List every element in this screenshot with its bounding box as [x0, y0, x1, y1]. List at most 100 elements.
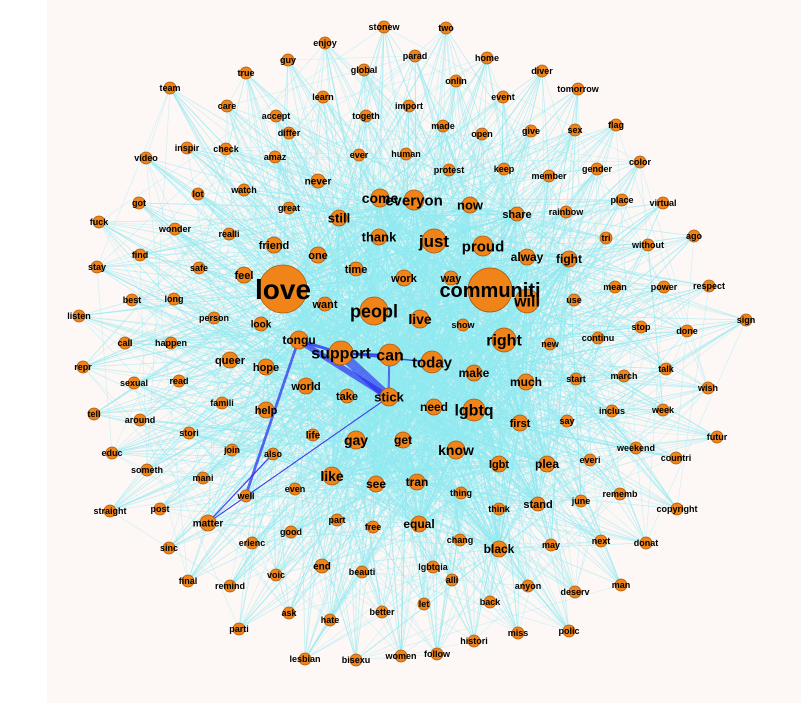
node-next: next — [592, 534, 610, 548]
edge — [358, 154, 375, 312]
edge — [389, 285, 710, 356]
edge — [375, 133, 483, 485]
node-circle — [559, 205, 573, 219]
node-label: love — [255, 274, 311, 305]
node-sinc: sinc — [160, 541, 178, 555]
node-learn: learn — [312, 90, 334, 104]
edge — [275, 115, 464, 326]
edge — [109, 475, 333, 512]
edge — [324, 42, 377, 485]
edge — [432, 27, 447, 568]
node-label: also — [264, 449, 283, 459]
node-circle — [590, 162, 604, 176]
edge — [402, 439, 570, 632]
node-label: true — [237, 68, 254, 78]
node-circle — [232, 622, 246, 636]
node-label: feel — [235, 270, 254, 282]
edge — [388, 57, 488, 398]
node-label: lgbtq — [454, 403, 493, 420]
edge — [615, 124, 637, 449]
edge — [282, 59, 289, 290]
node-circle — [609, 118, 623, 132]
node-circle — [105, 446, 119, 460]
node-also: also — [264, 447, 283, 461]
node-histori: histori — [460, 634, 488, 648]
node-circle — [182, 426, 196, 440]
edge — [405, 105, 410, 155]
edge — [198, 72, 247, 269]
node-circle — [199, 514, 217, 532]
node-label: import — [395, 101, 423, 111]
edge — [416, 481, 552, 546]
node-label: video — [134, 153, 158, 163]
edge — [170, 342, 420, 525]
edge — [317, 180, 377, 485]
edge — [596, 168, 621, 495]
strong-edge — [298, 339, 390, 398]
node-stonew: stonew — [368, 20, 400, 34]
edge — [187, 439, 404, 582]
node-circle — [568, 123, 582, 137]
edge — [503, 339, 613, 412]
edge — [537, 503, 622, 586]
node-label: just — [418, 232, 450, 251]
node-march: march — [610, 369, 638, 383]
node-circle — [687, 229, 701, 243]
node-label: stick — [374, 390, 404, 405]
edge — [145, 157, 375, 312]
edge — [96, 207, 290, 268]
edge — [526, 300, 625, 377]
nodes-layer: life also well famili stori join mani even good p… — [67, 20, 755, 667]
node-parti: parti — [229, 622, 249, 636]
node-circle — [591, 331, 605, 345]
node-label: event — [491, 92, 515, 102]
edge — [526, 300, 678, 510]
edge — [304, 548, 500, 660]
node-stori: stori — [179, 426, 199, 440]
edge — [331, 130, 532, 477]
edge — [197, 55, 416, 195]
edge — [573, 299, 602, 542]
node-label: safe — [190, 263, 208, 273]
node-label: talk — [658, 364, 675, 374]
edge — [98, 221, 363, 573]
node-circle — [461, 196, 479, 214]
node-circle — [615, 193, 629, 207]
edge — [207, 522, 331, 621]
node-circle — [192, 261, 206, 275]
node-watch: watch — [230, 183, 257, 197]
edge — [93, 413, 548, 465]
edge — [455, 80, 500, 550]
edge — [363, 69, 688, 332]
edge — [245, 72, 420, 525]
edge — [433, 240, 622, 586]
node-label: proud — [462, 238, 505, 255]
node-circle — [191, 187, 205, 201]
node-circle — [87, 407, 101, 421]
node-sex: sex — [567, 123, 583, 137]
edge — [251, 542, 331, 621]
node-circle — [430, 647, 444, 661]
node-like: like — [320, 466, 344, 486]
edge — [413, 199, 647, 544]
node-circle — [367, 475, 385, 493]
edge — [274, 156, 435, 242]
edge — [338, 199, 623, 219]
edge — [226, 105, 418, 483]
node-donat: donat — [634, 536, 658, 550]
node-label: still — [328, 211, 350, 226]
node-circle — [330, 209, 348, 227]
node-label: enjoy — [313, 38, 337, 48]
node-label: parti — [229, 624, 249, 634]
node-circle — [133, 413, 147, 427]
edge — [298, 339, 306, 660]
edge — [282, 42, 326, 290]
edge — [145, 157, 189, 582]
edge — [355, 585, 529, 661]
edge — [288, 544, 552, 614]
node-circle — [701, 381, 715, 395]
node-circle — [215, 396, 229, 410]
edge — [413, 175, 550, 201]
edge — [647, 244, 664, 411]
edge — [433, 240, 637, 449]
